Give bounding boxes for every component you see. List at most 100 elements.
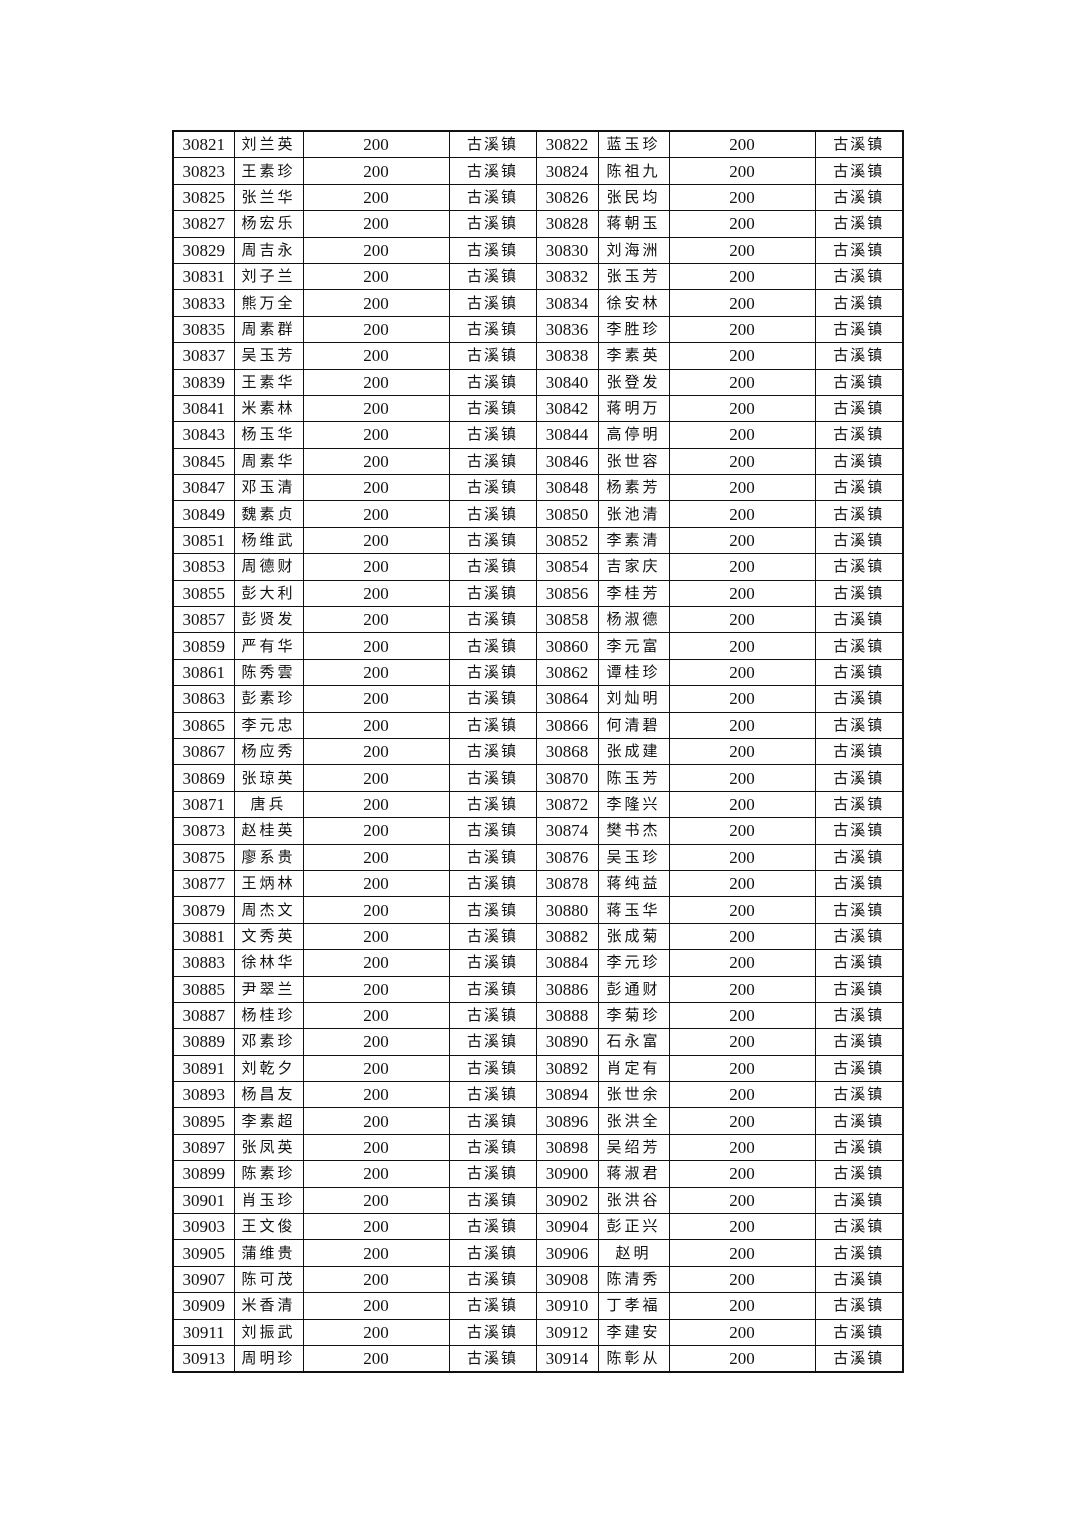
- town-cell: 古溪镇: [814, 1133, 904, 1162]
- name-cell: 蒋纯益: [597, 869, 670, 898]
- town-cell: 古溪镇: [814, 315, 904, 344]
- amount-cell: 200: [668, 1265, 816, 1294]
- id-cell: 30853: [172, 553, 235, 581]
- amount-cell: 200: [302, 843, 450, 871]
- town-cell: 古溪镇: [448, 896, 537, 924]
- id-cell: 30898: [535, 1133, 599, 1162]
- name-cell: 蒋明万: [597, 394, 670, 423]
- id-cell: 30855: [172, 579, 235, 608]
- id-cell: 30902: [535, 1186, 599, 1215]
- name-cell: 李建安: [597, 1318, 670, 1346]
- amount-cell: 200: [668, 975, 816, 1003]
- amount-cell: 200: [668, 1213, 816, 1241]
- amount-cell: 200: [302, 368, 450, 396]
- town-cell: 古溪镇: [814, 1239, 904, 1267]
- id-cell: 30896: [535, 1107, 599, 1135]
- id-cell: 30867: [172, 737, 235, 766]
- amount-cell: 200: [302, 922, 450, 951]
- town-cell: 古溪镇: [814, 1107, 904, 1135]
- amount-cell: 200: [668, 553, 816, 581]
- id-cell: 30824: [535, 157, 599, 185]
- table-row: 30865 李元忠 200 古溪镇 30866 何清碧 200 古溪镇: [172, 711, 904, 739]
- name-cell: 张玉芳: [597, 262, 670, 291]
- amount-cell: 200: [668, 1186, 816, 1215]
- name-cell: 张登发: [597, 368, 670, 396]
- table-row: 30905 蒲维贵 200 古溪镇 30906 赵明 200 古溪镇: [172, 1239, 904, 1267]
- town-cell: 古溪镇: [448, 711, 537, 739]
- id-cell: 30903: [172, 1213, 235, 1241]
- table-row: 30883 徐林华 200 古溪镇 30884 李元珍 200 古溪镇: [172, 949, 904, 977]
- town-cell: 古溪镇: [448, 1186, 537, 1215]
- amount-cell: 200: [668, 474, 816, 502]
- amount-cell: 200: [668, 632, 816, 660]
- id-cell: 30897: [172, 1133, 235, 1162]
- name-cell: 刘乾夕: [233, 1054, 304, 1083]
- amount-cell: 200: [668, 737, 816, 766]
- name-cell: 陈祖九: [597, 157, 670, 185]
- id-cell: 30826: [535, 183, 599, 212]
- id-cell: 30894: [535, 1081, 599, 1109]
- town-cell: 古溪镇: [814, 130, 904, 159]
- town-cell: 古溪镇: [814, 447, 904, 476]
- amount-cell: 200: [668, 764, 816, 792]
- id-cell: 30850: [535, 500, 599, 528]
- id-cell: 30874: [535, 817, 599, 845]
- town-cell: 古溪镇: [448, 606, 537, 634]
- name-cell: 杨玉华: [233, 421, 304, 449]
- id-cell: 30851: [172, 526, 235, 555]
- id-cell: 30854: [535, 553, 599, 581]
- town-cell: 古溪镇: [814, 1028, 904, 1056]
- table-row: 30847 邓玉清 200 古溪镇 30848 杨素芳 200 古溪镇: [172, 474, 904, 502]
- name-cell: 刘振武: [233, 1318, 304, 1346]
- name-cell: 邓素珍: [233, 1028, 304, 1056]
- amount-cell: 200: [668, 1160, 816, 1188]
- name-cell: 杨维武: [233, 526, 304, 555]
- id-cell: 30913: [172, 1344, 235, 1373]
- town-cell: 古溪镇: [448, 394, 537, 423]
- id-cell: 30848: [535, 474, 599, 502]
- name-cell: 李隆兴: [597, 790, 670, 819]
- id-cell: 30846: [535, 447, 599, 476]
- name-cell: 张洪谷: [597, 1186, 670, 1215]
- name-cell: 李素超: [233, 1107, 304, 1135]
- amount-cell: 200: [668, 817, 816, 845]
- name-cell: 何清碧: [597, 711, 670, 739]
- id-cell: 30912: [535, 1318, 599, 1346]
- table-row: 30889 邓素珍 200 古溪镇 30890 石永富 200 古溪镇: [172, 1028, 904, 1056]
- name-cell: 樊书杰: [597, 817, 670, 845]
- town-cell: 古溪镇: [448, 236, 537, 264]
- amount-cell: 200: [302, 1133, 450, 1162]
- name-cell: 赵明: [597, 1239, 670, 1267]
- town-cell: 古溪镇: [814, 210, 904, 238]
- town-cell: 古溪镇: [814, 1318, 904, 1346]
- town-cell: 古溪镇: [448, 764, 537, 792]
- table-row: 30867 杨应秀 200 古溪镇 30868 张成建 200 古溪镇: [172, 737, 904, 766]
- id-cell: 30892: [535, 1054, 599, 1083]
- id-cell: 30831: [172, 262, 235, 291]
- id-cell: 30833: [172, 289, 235, 317]
- town-cell: 古溪镇: [448, 1292, 537, 1320]
- id-cell: 30852: [535, 526, 599, 555]
- id-cell: 30881: [172, 922, 235, 951]
- name-cell: 王素华: [233, 368, 304, 396]
- id-cell: 30909: [172, 1292, 235, 1320]
- name-cell: 邓玉清: [233, 474, 304, 502]
- amount-cell: 200: [302, 1186, 450, 1215]
- town-cell: 古溪镇: [814, 262, 904, 291]
- town-cell: 古溪镇: [814, 553, 904, 581]
- table-body: 30821 刘兰英 200 古溪镇 30822 蓝玉珍 200 古溪镇 30823 王素珍 200 古…: [172, 130, 904, 1373]
- amount-cell: 200: [668, 526, 816, 555]
- name-cell: 陈清秀: [597, 1265, 670, 1294]
- town-cell: 古溪镇: [814, 1054, 904, 1083]
- name-cell: 张成菊: [597, 922, 670, 951]
- town-cell: 古溪镇: [814, 500, 904, 528]
- id-cell: 30884: [535, 949, 599, 977]
- table-row: 30869 张琼英 200 古溪镇 30870 陈玉芳 200 古溪镇: [172, 764, 904, 792]
- amount-cell: 200: [302, 1001, 450, 1030]
- amount-cell: 200: [668, 579, 816, 608]
- amount-cell: 200: [302, 447, 450, 476]
- amount-cell: 200: [668, 394, 816, 423]
- name-cell: 徐林华: [233, 949, 304, 977]
- id-cell: 30880: [535, 896, 599, 924]
- amount-cell: 200: [668, 658, 816, 687]
